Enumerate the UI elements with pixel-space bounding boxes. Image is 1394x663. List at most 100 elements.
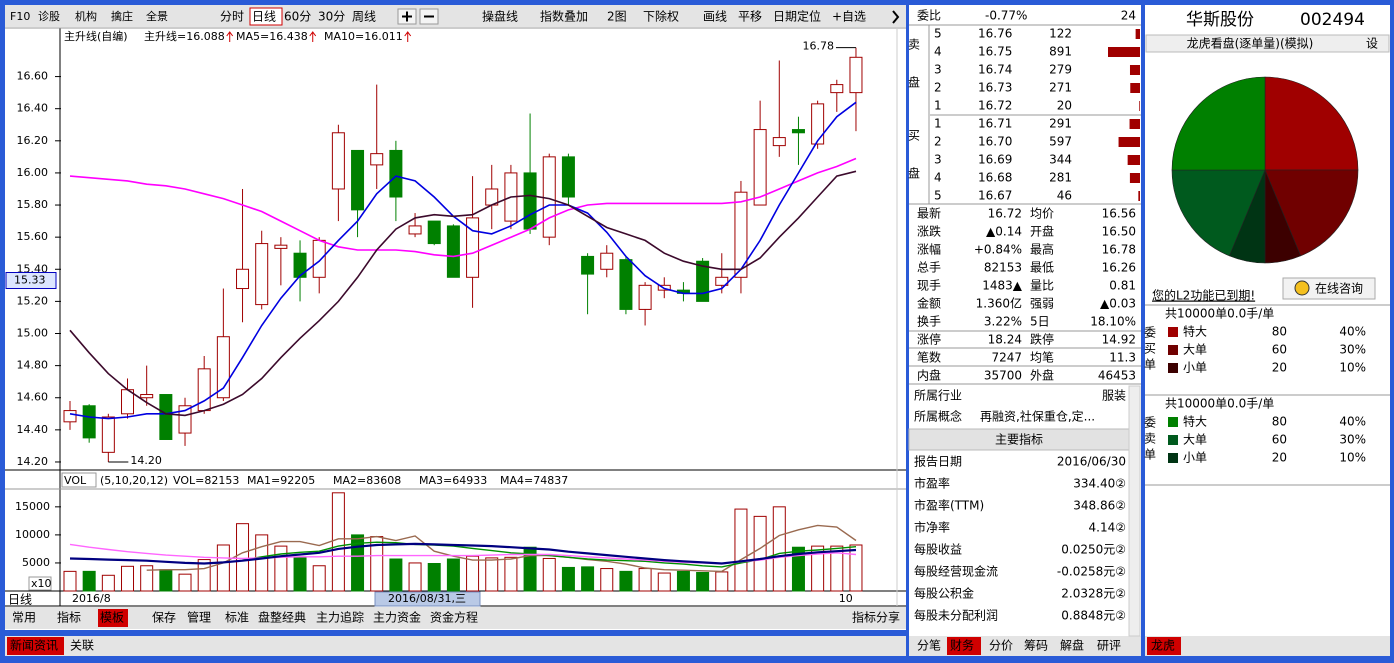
toolbar-button[interactable]: 全景 bbox=[146, 9, 168, 23]
zoom-in-icon[interactable] bbox=[397, 8, 417, 25]
quote-value: 35700 bbox=[984, 369, 1022, 383]
volume-bar bbox=[408, 562, 422, 592]
order-count: 80 bbox=[1272, 325, 1287, 339]
candle-body bbox=[370, 153, 384, 166]
period-button[interactable]: 60分 bbox=[284, 10, 311, 24]
period-label[interactable]: 日线 bbox=[8, 593, 32, 607]
bottom-button[interactable]: 主力追踪 bbox=[316, 610, 364, 625]
book-volume-bar bbox=[1139, 101, 1140, 111]
tool-button[interactable]: 日期定位 bbox=[773, 9, 821, 24]
order-summary: 共10000单0.0手/单 bbox=[1165, 397, 1274, 411]
news-tab[interactable]: 关联 bbox=[70, 639, 94, 653]
order-type: 特大 bbox=[1183, 414, 1207, 429]
period-button[interactable]: 日线 bbox=[252, 10, 276, 24]
indicator-title[interactable]: VOL bbox=[64, 474, 87, 487]
bottom-button[interactable]: 模板 bbox=[100, 611, 124, 625]
volume-bar bbox=[236, 523, 250, 592]
indicator-label: 每股收益 bbox=[914, 542, 962, 557]
tool-button[interactable]: +自选 bbox=[832, 10, 866, 24]
candle-body bbox=[715, 276, 729, 286]
order-diff: 24 bbox=[1121, 9, 1136, 23]
active-template bbox=[98, 609, 128, 627]
candle-body bbox=[772, 137, 786, 147]
volume-bar bbox=[772, 506, 786, 592]
quote-value: 11.3 bbox=[1109, 351, 1136, 365]
sidebar-tab[interactable]: 研评 bbox=[1097, 639, 1121, 653]
period-button[interactable]: 周线 bbox=[352, 10, 376, 24]
y-tick-label: 14.60 bbox=[17, 391, 49, 404]
book-level: 4 bbox=[934, 45, 942, 59]
tool-button[interactable]: 指数叠加 bbox=[540, 9, 588, 24]
share-button[interactable]: 指标分享 bbox=[852, 610, 900, 625]
pie-slice bbox=[1171, 169, 1266, 257]
book-volume-bar bbox=[1129, 119, 1140, 129]
bottom-button[interactable]: 资金方程 bbox=[430, 610, 478, 625]
sidebar-tab[interactable]: 筹码 bbox=[1024, 639, 1048, 653]
book-price: 16.75 bbox=[978, 45, 1012, 59]
bottom-button[interactable]: 主力资金 bbox=[373, 610, 421, 625]
tool-button[interactable]: 画线 bbox=[703, 10, 727, 24]
quote-label: 金额 bbox=[917, 296, 941, 311]
cursor-date-box bbox=[374, 591, 481, 607]
crosshair-label-box bbox=[5, 272, 57, 290]
tool-button[interactable]: 2图 bbox=[607, 10, 627, 24]
volume-bar bbox=[542, 557, 556, 592]
tool-button[interactable]: 下除权 bbox=[643, 9, 679, 24]
book-volume: 344 bbox=[1049, 153, 1072, 167]
sidebar-tab[interactable]: 分价 bbox=[989, 639, 1013, 653]
collapse-icon[interactable] bbox=[892, 10, 900, 24]
book-volume: 271 bbox=[1049, 81, 1072, 95]
consult-label[interactable]: 在线咨询 bbox=[1315, 281, 1363, 296]
legend-entry: MA10=16.011 bbox=[324, 30, 403, 43]
quote-label: 5日 bbox=[1030, 315, 1050, 329]
book-price: 16.76 bbox=[978, 27, 1012, 41]
bottom-button[interactable]: 指标 bbox=[57, 610, 81, 625]
volume-bar bbox=[446, 558, 460, 592]
l2-notice-link[interactable]: 您的L2功能已到期! bbox=[1152, 288, 1255, 303]
sidebar-tab[interactable]: 解盘 bbox=[1060, 638, 1084, 653]
book-level: 2 bbox=[934, 135, 942, 149]
indicator-title[interactable]: 主升线(自编) bbox=[64, 29, 128, 43]
bottom-button[interactable]: 常用 bbox=[12, 611, 36, 625]
toolbar-button[interactable]: F10 bbox=[10, 10, 30, 23]
book-volume: 20 bbox=[1057, 99, 1072, 113]
zoom-out-icon[interactable] bbox=[419, 8, 439, 25]
order-ratio-label: 委比 bbox=[917, 9, 941, 23]
toolbar-button[interactable]: 擒庄 bbox=[111, 9, 133, 23]
candle-body bbox=[293, 252, 307, 278]
quote-label: 涨停 bbox=[917, 332, 941, 347]
bottom-button[interactable]: 标准 bbox=[225, 611, 249, 625]
candle-body bbox=[312, 239, 326, 278]
legend-swatch bbox=[1168, 363, 1178, 373]
order-type: 小单 bbox=[1183, 361, 1207, 375]
bottom-button[interactable]: 盘整经典 bbox=[258, 610, 306, 625]
book-volume: 279 bbox=[1049, 63, 1072, 77]
period-button[interactable]: 分时 bbox=[220, 10, 244, 24]
toolbar-button[interactable]: 机构 bbox=[75, 9, 97, 23]
sidebar-tab[interactable]: 分笔 bbox=[917, 638, 941, 653]
quote-label: 量比 bbox=[1030, 279, 1054, 293]
y-tick-label: 15.20 bbox=[17, 294, 49, 307]
candle-body bbox=[274, 244, 288, 249]
bottom-button[interactable]: 管理 bbox=[187, 610, 211, 625]
settings-button[interactable]: 设 bbox=[1366, 37, 1378, 51]
legend-swatch bbox=[1168, 453, 1178, 463]
period-button[interactable]: 30分 bbox=[318, 10, 345, 24]
candle-body bbox=[446, 225, 460, 278]
candle-body bbox=[753, 129, 767, 206]
order-count: 80 bbox=[1272, 415, 1287, 429]
bottom-button[interactable]: 保存 bbox=[152, 611, 176, 625]
indicator-params: (5,10,20,12) bbox=[100, 474, 168, 487]
news-tab[interactable]: 新闻资讯 bbox=[10, 638, 58, 653]
indicator-label: 报告日期 bbox=[914, 454, 962, 469]
right-tab[interactable]: 龙虎 bbox=[1151, 639, 1175, 653]
quote-value: ▲0.14 bbox=[986, 225, 1022, 239]
sidebar-tab[interactable]: 财务 bbox=[950, 638, 974, 653]
volume-bar bbox=[121, 565, 135, 592]
book-volume-bar bbox=[1108, 47, 1140, 57]
order-pct: 40% bbox=[1339, 415, 1366, 429]
toolbar-button[interactable]: 诊股 bbox=[38, 9, 60, 23]
buy-side-label: 买盘 bbox=[907, 129, 921, 205]
tool-button[interactable]: 平移 bbox=[738, 10, 762, 24]
tool-button[interactable]: 操盘线 bbox=[482, 9, 518, 24]
